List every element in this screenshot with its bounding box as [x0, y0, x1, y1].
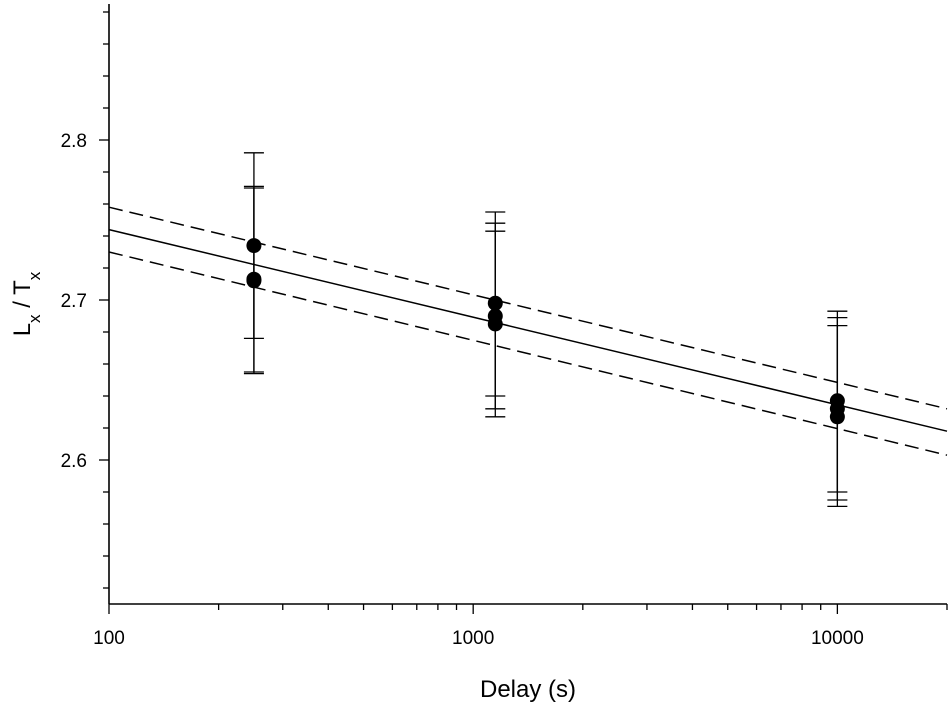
data-point — [487, 295, 503, 311]
confidence-band-line — [108, 206, 948, 410]
x-tick-label: 100 — [93, 628, 125, 649]
y-tick-label: 2.7 — [61, 291, 87, 312]
x-tick-label: 10000 — [811, 628, 864, 649]
y-tick-label: 2.8 — [61, 131, 87, 152]
data-point — [829, 409, 845, 425]
y-axis-label-part: T — [9, 280, 36, 295]
y-axis-label-subscript: x — [25, 314, 44, 323]
y-tick-label: 2.6 — [61, 451, 87, 472]
data-point — [246, 273, 262, 289]
y-axis-label-part: / — [9, 295, 36, 315]
y-axis-label-subscript: x — [25, 271, 44, 280]
data-point — [487, 316, 503, 332]
confidence-band-line — [108, 251, 948, 456]
data-point — [246, 238, 262, 254]
x-tick-label: 1000 — [452, 628, 494, 649]
fit-line — [108, 228, 948, 432]
x-axis-label: Delay (s) — [480, 676, 576, 703]
y-axis-label-part: L — [9, 323, 36, 336]
y-axis-label: Lx / Tx — [9, 271, 44, 336]
plot-area: 100 1000 10000 2.6 2.7 2.8 — [61, 4, 948, 649]
